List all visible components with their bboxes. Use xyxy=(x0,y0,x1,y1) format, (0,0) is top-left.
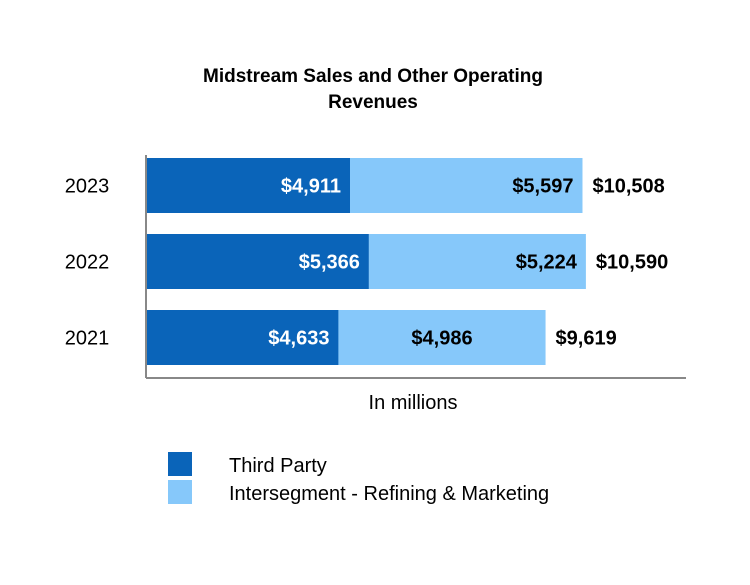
chart-title-line-1: Midstream Sales and Other Operating xyxy=(203,66,543,87)
total-label: $9,619 xyxy=(556,328,617,350)
bars-group: 2023 $4,911 $5,597 $10,508 2022 $5,366 $5,224 $… xyxy=(65,158,668,365)
data-label: $4,911 xyxy=(281,176,341,198)
bar-third-party xyxy=(146,310,339,365)
legend: Third Party Intersegment - Refining & Mar… xyxy=(168,452,549,505)
total-label: $10,508 xyxy=(592,176,664,198)
bar-intersegment xyxy=(368,234,586,289)
data-label: $4,986 xyxy=(411,328,472,350)
legend-swatch xyxy=(168,480,192,504)
data-label: $5,597 xyxy=(512,176,573,198)
data-label: $5,366 xyxy=(299,252,360,274)
category-label: 2022 xyxy=(65,252,110,274)
x-axis-label: In millions xyxy=(369,392,458,414)
total-label: $10,590 xyxy=(596,252,668,274)
chart-title-line-2: Revenues xyxy=(328,92,418,113)
legend-label: Intersegment - Refining & Marketing xyxy=(229,483,549,505)
legend-swatch xyxy=(168,452,192,476)
bar-third-party xyxy=(146,234,369,289)
data-label: $5,224 xyxy=(516,252,578,274)
bar-intersegment xyxy=(349,158,583,213)
data-label: $4,633 xyxy=(268,328,329,350)
bar-third-party xyxy=(146,158,350,213)
bar-intersegment xyxy=(338,310,546,365)
category-label: 2023 xyxy=(65,176,110,198)
legend-label: Third Party xyxy=(229,455,327,477)
category-label: 2021 xyxy=(65,328,110,350)
